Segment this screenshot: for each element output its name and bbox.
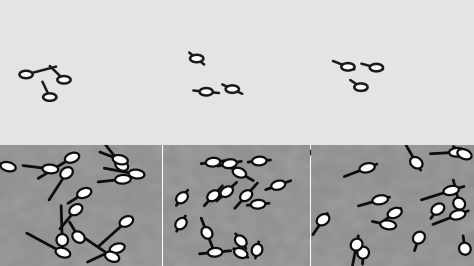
Ellipse shape [69,204,82,215]
Bar [0,0,474,145]
Ellipse shape [42,165,58,173]
Ellipse shape [271,181,285,190]
Ellipse shape [190,55,203,62]
Ellipse shape [388,208,402,218]
Ellipse shape [252,157,266,165]
Ellipse shape [207,190,219,201]
Ellipse shape [175,218,187,229]
Ellipse shape [380,221,396,229]
Text: Central spore: Central spore [168,145,267,160]
Ellipse shape [457,149,472,159]
Text: Subterminal spore: Subterminal spore [284,145,419,160]
Text: Terminal spore: Terminal spore [5,145,112,160]
Ellipse shape [110,243,125,253]
Ellipse shape [450,210,465,219]
Ellipse shape [60,167,73,178]
Ellipse shape [119,216,133,227]
Ellipse shape [105,252,119,262]
Ellipse shape [357,247,369,259]
Ellipse shape [200,88,213,95]
Ellipse shape [251,200,265,209]
Ellipse shape [240,190,252,201]
Ellipse shape [413,232,425,244]
Ellipse shape [449,148,465,157]
Ellipse shape [252,244,262,256]
Ellipse shape [19,71,33,78]
Ellipse shape [317,214,329,225]
Ellipse shape [73,231,85,243]
Ellipse shape [370,64,383,71]
Ellipse shape [201,227,212,239]
Ellipse shape [176,192,188,203]
Ellipse shape [206,158,220,167]
Ellipse shape [56,234,68,246]
Ellipse shape [359,163,375,173]
Ellipse shape [128,170,145,178]
Ellipse shape [235,235,246,247]
Ellipse shape [431,203,444,215]
Ellipse shape [222,159,237,168]
Ellipse shape [453,198,465,210]
Ellipse shape [373,195,388,204]
Ellipse shape [410,157,422,168]
Ellipse shape [444,186,459,195]
Ellipse shape [115,175,131,184]
Ellipse shape [115,160,128,171]
Ellipse shape [208,248,222,257]
Ellipse shape [234,248,247,258]
Ellipse shape [341,63,355,70]
Ellipse shape [57,76,71,84]
Ellipse shape [220,186,233,197]
Ellipse shape [113,155,128,164]
Ellipse shape [226,85,239,93]
Ellipse shape [55,248,70,257]
Ellipse shape [43,93,56,101]
Ellipse shape [0,162,16,171]
Ellipse shape [354,84,367,91]
Ellipse shape [65,153,79,163]
Ellipse shape [351,239,363,251]
Ellipse shape [459,243,471,255]
Ellipse shape [233,168,246,178]
Ellipse shape [77,188,91,198]
